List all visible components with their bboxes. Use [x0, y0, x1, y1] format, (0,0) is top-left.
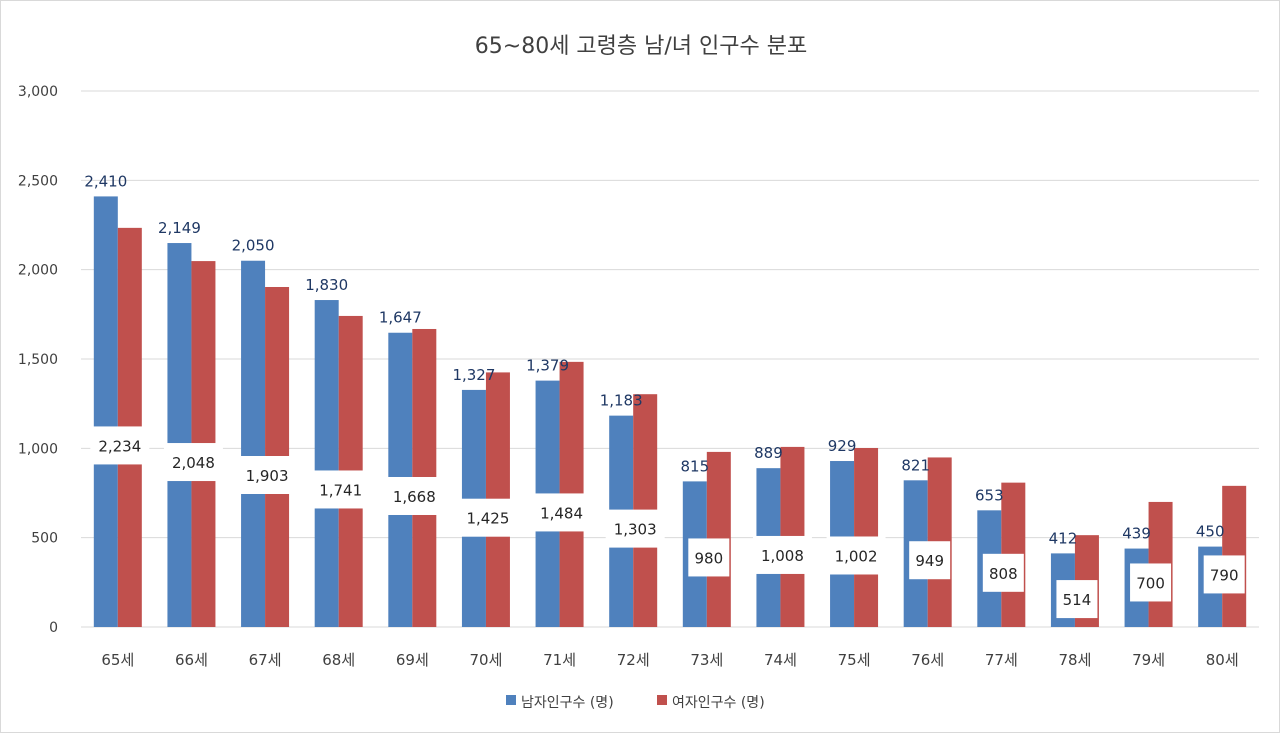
- x-category-label: 67세: [249, 651, 282, 669]
- legend-label-male: 남자인구수 (명): [521, 695, 614, 711]
- data-labels: 2,410 2,234 2,149 2,048 2,050 1,903 1,830 1,741…: [84, 172, 1245, 619]
- data-label-male: 2,050: [232, 237, 275, 255]
- data-label-box-female: [982, 553, 1024, 592]
- data-label-male: 450: [1196, 523, 1225, 541]
- data-label-male: 821: [901, 456, 930, 474]
- x-category-label: 69세: [396, 651, 429, 669]
- data-label-male: 815: [680, 457, 709, 475]
- data-label-female: 808: [989, 565, 1018, 583]
- x-category-label: 66세: [175, 651, 208, 669]
- x-axis-categories: 65세 66세 67세 68세 69세 70세 71세 72세 73세 74세 75세 76세 77세 7…: [101, 651, 1238, 669]
- data-label-female: 514: [1063, 591, 1092, 609]
- data-label-male: 2,410: [84, 172, 127, 190]
- bars: [93, 196, 1247, 627]
- x-category-label: 78세: [1058, 651, 1091, 669]
- data-label-female: 980: [694, 549, 723, 567]
- y-tick-label: 1,000: [18, 441, 58, 457]
- x-category-label: 65세: [101, 651, 134, 669]
- data-label-box-female: [1203, 555, 1245, 594]
- x-category-label: 74세: [764, 651, 797, 669]
- data-label-male: 1,830: [305, 276, 348, 294]
- y-tick-label: 500: [31, 531, 58, 547]
- legend-label-female: 여자인구수 (명): [672, 695, 765, 711]
- data-label-box-female: [909, 541, 951, 580]
- legend-swatch-female: [657, 695, 667, 705]
- bar-male: [241, 260, 266, 627]
- y-tick-label: 2,000: [18, 263, 58, 279]
- data-label-female: 1,741: [319, 481, 362, 499]
- data-label-female: 790: [1210, 566, 1239, 584]
- y-axis-ticks: 0 500 1,000 1,500 2,000 2,500 3,000: [18, 84, 58, 636]
- y-tick-label: 1,500: [18, 352, 58, 368]
- data-label-female: 1,668: [393, 488, 436, 506]
- x-category-label: 72세: [617, 651, 650, 669]
- data-label-box-female: [826, 536, 886, 575]
- data-label-box-female: [237, 455, 297, 494]
- legend: 남자인구수 (명) 여자인구수 (명): [506, 695, 765, 711]
- data-label-male: 2,149: [158, 219, 201, 237]
- x-category-label: 76세: [911, 651, 944, 669]
- data-label-male: 653: [975, 486, 1004, 504]
- data-label-female: 2,048: [172, 454, 215, 472]
- data-label-male: 1,327: [452, 366, 495, 384]
- data-label-box-female: [605, 509, 665, 548]
- data-label-female: 1,002: [835, 547, 878, 565]
- x-category-label: 70세: [469, 651, 502, 669]
- x-category-label: 73세: [690, 651, 723, 669]
- data-label-box-female: [311, 470, 371, 509]
- data-label-box-female: [458, 498, 518, 537]
- data-label-male: 1,647: [379, 309, 422, 327]
- data-label-box-female: [532, 493, 592, 532]
- data-label-female: 700: [1136, 574, 1165, 592]
- data-label-female: 1,903: [246, 467, 289, 485]
- data-label-female: 949: [915, 552, 944, 570]
- data-label-female: 1,008: [761, 547, 804, 565]
- x-category-label: 71세: [543, 651, 576, 669]
- data-label-box-female: [752, 535, 812, 574]
- data-label-male: 1,379: [526, 357, 569, 375]
- data-label-male: 439: [1122, 525, 1151, 543]
- chart-title: 65~80세 고령층 남/녀 인구수 분포: [475, 34, 807, 59]
- data-label-female: 1,303: [614, 521, 657, 539]
- data-label-male: 1,183: [600, 392, 643, 410]
- y-tick-label: 0: [49, 620, 58, 636]
- data-label-box-female: [1056, 580, 1098, 619]
- legend-swatch-male: [506, 695, 516, 705]
- data-label-female: 2,234: [98, 437, 141, 455]
- x-category-label: 68세: [322, 651, 355, 669]
- x-category-label: 75세: [838, 651, 871, 669]
- bar-male: [167, 243, 192, 627]
- data-label-box-female: [1130, 563, 1172, 602]
- data-label-female: 1,425: [466, 510, 509, 528]
- x-category-label: 80세: [1206, 651, 1239, 669]
- y-tick-label: 3,000: [18, 84, 58, 100]
- data-label-male: 889: [754, 444, 783, 462]
- data-label-box-female: [90, 426, 150, 465]
- data-label-male: 412: [1049, 529, 1078, 547]
- data-label-box-female: [163, 443, 223, 482]
- data-label-female: 1,484: [540, 504, 583, 522]
- bar-male: [314, 300, 339, 627]
- data-label-box-female: [384, 476, 444, 515]
- y-tick-label: 2,500: [18, 173, 58, 189]
- data-label-box-female: [688, 538, 730, 577]
- x-category-label: 79세: [1132, 651, 1165, 669]
- data-label-male: 929: [828, 437, 857, 455]
- bar-male: [93, 196, 118, 627]
- x-category-label: 77세: [985, 651, 1018, 669]
